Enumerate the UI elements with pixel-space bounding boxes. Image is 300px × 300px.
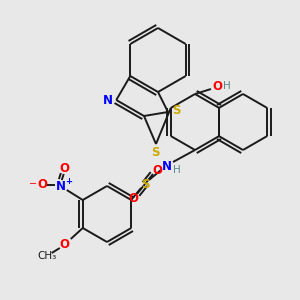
Text: O: O <box>60 161 70 175</box>
Text: H: H <box>223 81 231 91</box>
Text: S: S <box>141 178 149 190</box>
Text: −: − <box>29 179 37 189</box>
Text: N: N <box>103 94 113 106</box>
Text: O: O <box>152 164 162 176</box>
Text: O: O <box>60 238 70 250</box>
Text: +: + <box>65 176 72 185</box>
Text: N: N <box>162 160 172 172</box>
Text: CH₃: CH₃ <box>37 251 56 261</box>
Text: O: O <box>128 191 138 205</box>
Text: O: O <box>212 80 222 92</box>
Text: N: N <box>56 179 66 193</box>
Text: S: S <box>172 103 180 116</box>
Text: H: H <box>173 165 181 175</box>
Text: O: O <box>38 178 48 190</box>
Text: S: S <box>151 146 159 158</box>
